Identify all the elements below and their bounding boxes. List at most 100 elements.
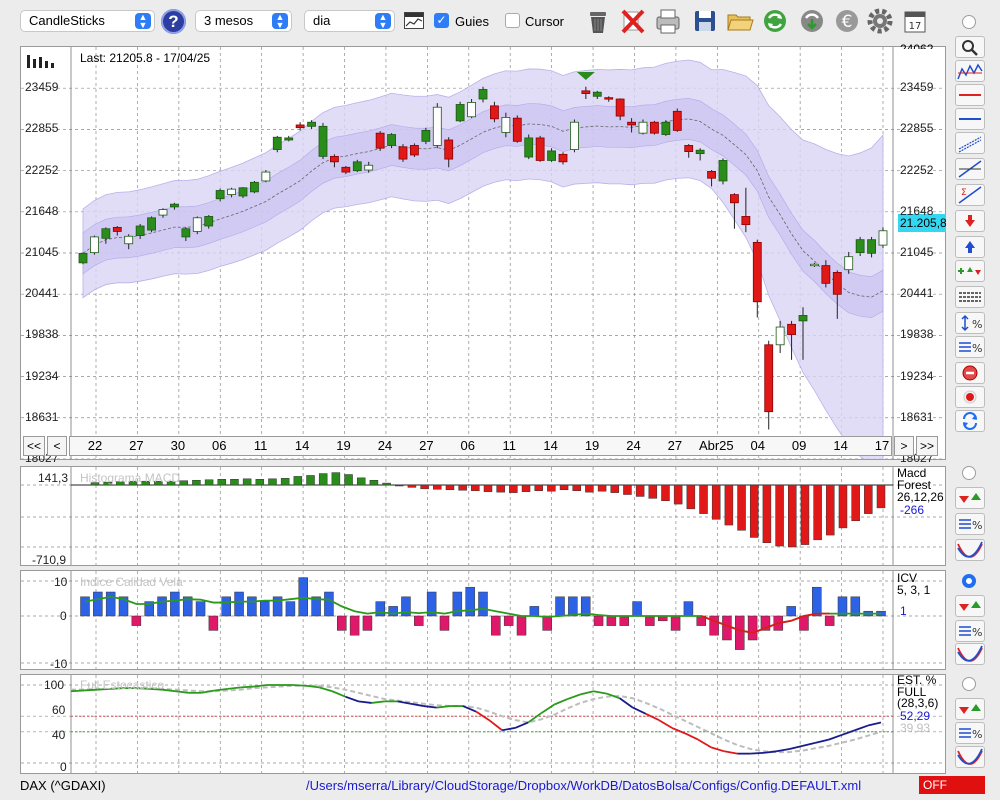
macd-name: Macd Forest xyxy=(897,466,932,492)
red-line-tool-button[interactable] xyxy=(955,84,985,106)
macd-bar xyxy=(192,479,201,486)
price-y-label-left: 21648 xyxy=(25,203,59,218)
icv-y-label: 0 xyxy=(60,609,67,623)
stochastic-k-segment xyxy=(658,719,673,729)
icv-bar xyxy=(439,615,450,631)
candle xyxy=(215,190,225,200)
save-icon[interactable] xyxy=(690,6,720,36)
icv-bar xyxy=(786,606,796,617)
candle xyxy=(615,98,625,117)
candle xyxy=(124,235,134,245)
off-toggle[interactable]: OFF xyxy=(919,776,985,794)
blue-line-tool-button[interactable] xyxy=(955,108,985,130)
macd-bar xyxy=(395,484,404,487)
price-y-label-left: 18631 xyxy=(25,409,59,424)
window-icon[interactable] xyxy=(404,12,424,29)
candle xyxy=(570,121,579,150)
macd-bar xyxy=(306,475,315,486)
nav-next-button[interactable]: > xyxy=(894,436,914,456)
est-y-label: 0 xyxy=(60,760,67,774)
icv-bar xyxy=(709,615,719,636)
macd-bar xyxy=(711,484,721,520)
config-path-link[interactable]: /Users/mserra/Library/CloudStorage/Dropb… xyxy=(306,778,862,793)
x-axis-label: 06 xyxy=(212,438,227,453)
macd-bar xyxy=(420,484,429,490)
record-button[interactable] xyxy=(955,386,985,408)
stop-button[interactable] xyxy=(955,362,985,384)
candle xyxy=(444,139,454,160)
icv-curves-button[interactable] xyxy=(955,643,985,665)
cursor-checkbox[interactable] xyxy=(505,13,520,28)
settings-gear-icon[interactable] xyxy=(865,6,895,36)
nav-last-button[interactable]: >> xyxy=(916,436,938,456)
macd-bar xyxy=(356,477,366,486)
macd-bar xyxy=(724,484,734,526)
interval-select[interactable]: dia ▲ ▼ xyxy=(304,10,395,32)
macd-curves-button[interactable] xyxy=(955,539,985,561)
macd-bar xyxy=(458,484,467,491)
candle xyxy=(227,188,236,195)
candle xyxy=(181,228,191,238)
nav-first-button[interactable]: << xyxy=(23,436,45,456)
refresh-icon[interactable] xyxy=(760,6,790,36)
candle xyxy=(192,217,202,232)
candle xyxy=(101,228,111,239)
macd-percent-button[interactable]: % xyxy=(955,513,985,535)
icv-bar xyxy=(375,601,386,617)
est-signals-button[interactable] xyxy=(955,698,985,720)
trash-icon[interactable] xyxy=(583,6,613,36)
zoom-tool-button[interactable] xyxy=(955,36,985,58)
macd-bar xyxy=(166,480,176,486)
panel-radio-macd[interactable] xyxy=(962,466,976,480)
svg-text:%: % xyxy=(972,519,982,532)
channel-tool-button[interactable] xyxy=(955,60,985,82)
icv-bar xyxy=(452,591,463,617)
panel-radio-main[interactable] xyxy=(962,15,976,29)
buy-arrow-button[interactable] xyxy=(955,236,985,258)
calendar-icon[interactable]: 17 xyxy=(900,6,930,36)
candle xyxy=(158,209,168,216)
stochastic-panel[interactable] xyxy=(20,674,946,774)
macd-bar xyxy=(813,484,822,541)
chart-type-select[interactable]: CandleSticks ▲ ▼ xyxy=(20,10,155,32)
macd-panel[interactable] xyxy=(20,466,946,566)
stochastic-k-segment xyxy=(724,750,738,755)
candle xyxy=(867,239,876,254)
stochastic-k-segment xyxy=(632,706,647,715)
euro-icon[interactable]: € xyxy=(832,6,862,36)
sync-button[interactable] xyxy=(955,410,985,432)
delete-icon[interactable] xyxy=(618,6,648,36)
trendline-tool-button[interactable] xyxy=(955,158,985,180)
price-y-label-left: 22855 xyxy=(25,121,59,136)
print-icon[interactable] xyxy=(653,6,683,36)
open-folder-icon[interactable] xyxy=(725,6,755,36)
fibonacci-tool-button[interactable]: Σ xyxy=(955,184,985,206)
nav-prev-button[interactable]: < xyxy=(47,436,67,456)
grid-lines-button[interactable] xyxy=(955,286,985,308)
percent-lines-icon: % xyxy=(959,626,982,639)
download-icon[interactable] xyxy=(797,6,827,36)
stochastic-k-segment xyxy=(567,693,581,700)
add-signals-button[interactable] xyxy=(955,260,985,282)
percent-lines-button[interactable]: % xyxy=(955,336,985,358)
help-icon[interactable]: ? xyxy=(161,9,186,34)
svg-text:%: % xyxy=(972,318,982,331)
macd-signals-button[interactable] xyxy=(955,487,985,509)
x-axis-bar[interactable] xyxy=(69,436,892,456)
price-chart-panel[interactable] xyxy=(20,46,946,460)
est-curves-button[interactable] xyxy=(955,746,985,768)
icv-percent-button[interactable]: % xyxy=(955,620,985,642)
guies-checkbox[interactable]: ✓ xyxy=(434,13,449,28)
scale-percent-button[interactable]: % xyxy=(955,312,985,334)
icv-panel[interactable] xyxy=(20,570,946,670)
panel-radio-est[interactable] xyxy=(962,677,976,691)
icv-signals-button[interactable] xyxy=(955,595,985,617)
candle xyxy=(604,97,614,100)
icv-bar xyxy=(760,615,771,631)
est-percent-button[interactable]: % xyxy=(955,722,985,744)
trend-channel-tool-button[interactable] xyxy=(955,132,985,154)
panel-radio-icv[interactable] xyxy=(962,574,976,588)
icv-bar xyxy=(388,606,398,617)
sell-arrow-button[interactable] xyxy=(955,210,985,232)
period-select[interactable]: 3 mesos ▲ ▼ xyxy=(195,10,292,32)
